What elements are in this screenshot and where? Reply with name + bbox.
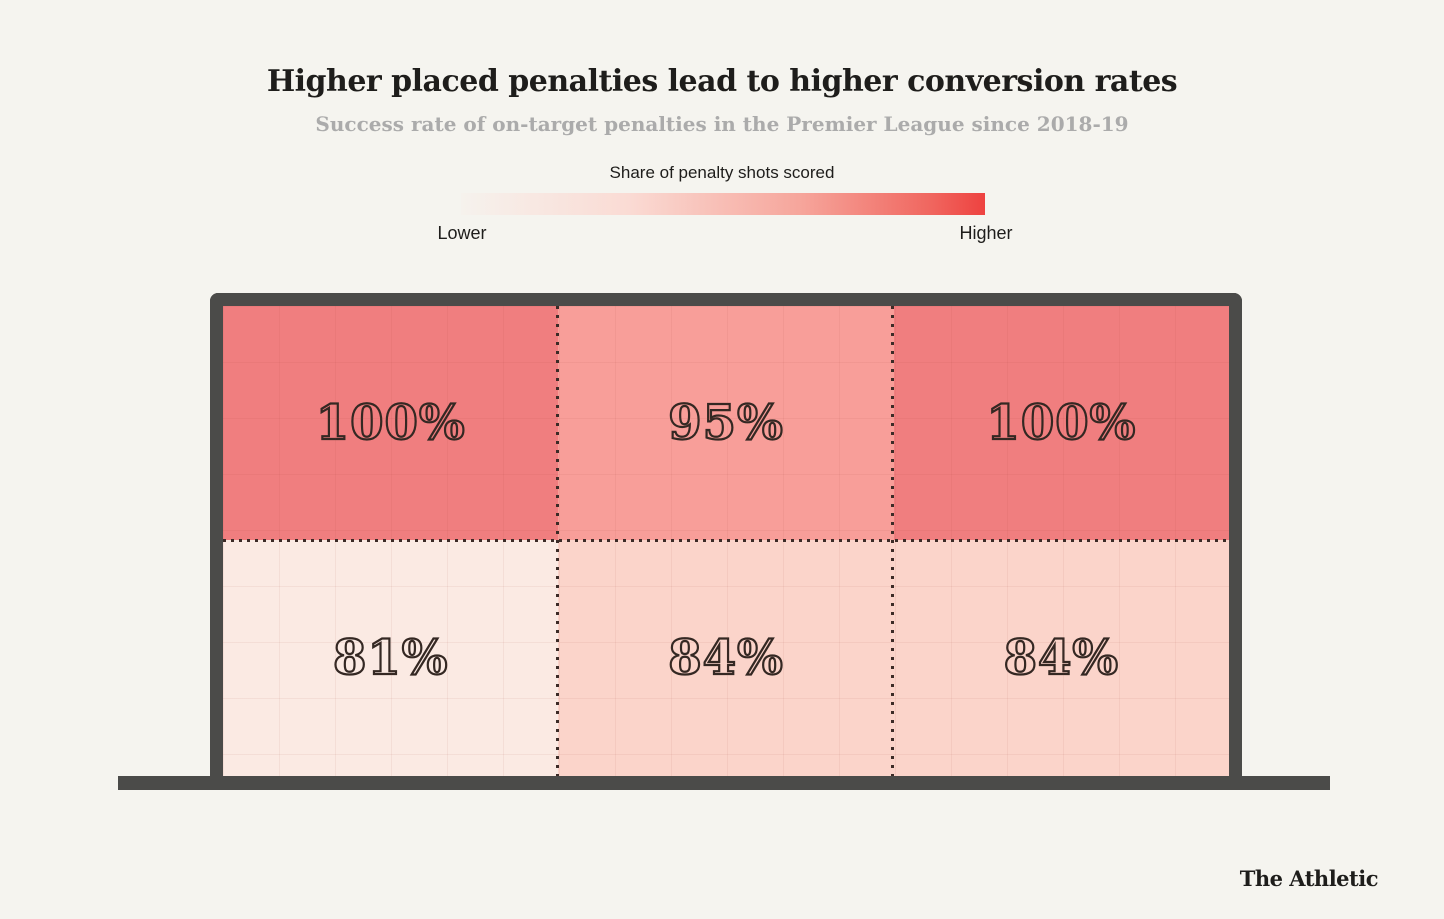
cell-bottom-centre: 84%	[558, 540, 894, 776]
cell-value-bottom-right: 84%	[1003, 629, 1120, 687]
chart-subtitle: Success rate of on-target penalties in t…	[315, 112, 1129, 136]
legend-low-label: Lower	[437, 223, 487, 243]
goal-frame: 100% 95% 100% 81% 84% 84%	[210, 293, 1242, 776]
cell-bottom-left: 81%	[223, 540, 559, 776]
goal-line	[118, 776, 1330, 790]
cell-top-right: 100%	[893, 306, 1229, 540]
row-divider	[223, 539, 1229, 542]
chart-title: Higher placed penalties lead to higher c…	[266, 64, 1178, 99]
heatmap-cells: 100% 95% 100% 81% 84% 84%	[223, 306, 1229, 776]
cell-top-left: 100%	[223, 306, 559, 540]
source-logo: The Athletic	[1239, 866, 1379, 891]
cell-value-top-right: 100%	[985, 394, 1137, 452]
cell-value-bottom-left: 81%	[332, 629, 449, 687]
cell-top-centre: 95%	[558, 306, 894, 540]
cell-value-top-centre: 95%	[667, 394, 784, 452]
cell-bottom-right: 84%	[893, 540, 1229, 776]
legend-gradient-bar	[461, 193, 985, 215]
cell-value-bottom-centre: 84%	[667, 629, 784, 687]
cell-value-top-left: 100%	[315, 394, 466, 452]
legend-title: Share of penalty shots scored	[609, 163, 835, 182]
legend-high-label: Higher	[959, 223, 1013, 243]
